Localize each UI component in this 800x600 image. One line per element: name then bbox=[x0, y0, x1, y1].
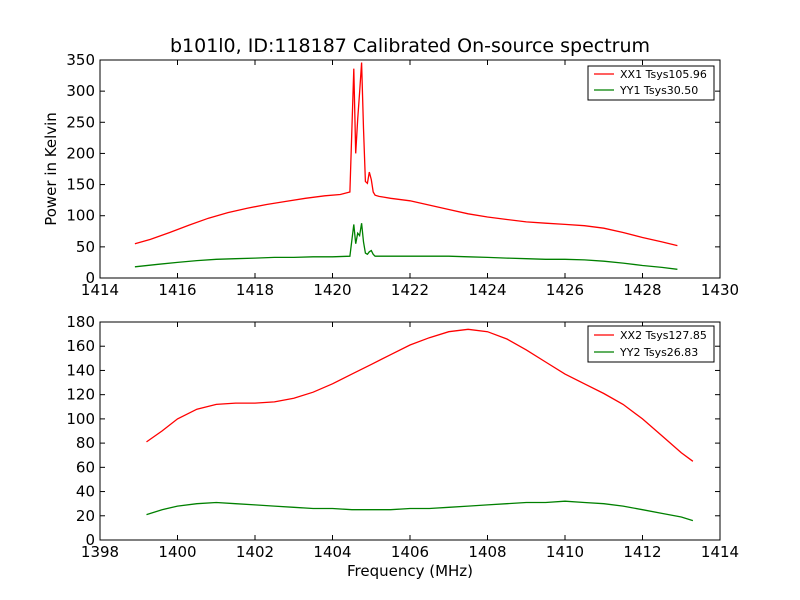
top-legend-label-xx1: XX1 Tsys105.96 bbox=[620, 68, 707, 81]
bottom-series-layer bbox=[146, 328, 694, 522]
top-x-tick-label: 1424 bbox=[468, 281, 506, 299]
bottom-legend-label-yy2: YY2 Tsys26.83 bbox=[619, 346, 698, 359]
top-x-tick-label: 1416 bbox=[158, 281, 196, 299]
bottom-series-line-2 bbox=[146, 500, 694, 522]
top-series-line-1 bbox=[134, 62, 678, 247]
bottom-y-tick-label: 60 bbox=[76, 458, 95, 476]
bottom-legend: XX2 Tsys127.85 YY2 Tsys26.83 bbox=[587, 325, 715, 363]
bottom-y-tick-label: 160 bbox=[66, 337, 95, 355]
top-y-axis-label: Power in Kelvin bbox=[42, 112, 60, 226]
top-y-tick-label: 0 bbox=[85, 269, 95, 287]
top-x-tick-label: 1428 bbox=[623, 281, 661, 299]
top-legend-box bbox=[587, 65, 715, 101]
bottom-x-axis-label: Frequency (MHz) bbox=[347, 562, 473, 580]
bottom-legend-label-xx2: XX2 Tsys127.85 bbox=[620, 329, 707, 342]
top-y-tick-label: 250 bbox=[66, 113, 95, 131]
top-axes-frame bbox=[99, 59, 721, 279]
top-y-tick-label: 350 bbox=[66, 51, 95, 69]
bottom-y-tick-label: 100 bbox=[66, 410, 95, 428]
top-y-tick-label: 200 bbox=[66, 144, 95, 162]
bottom-series-line-1 bbox=[146, 328, 694, 462]
top-y-tick-label: 150 bbox=[66, 176, 95, 194]
bottom-legend-box bbox=[587, 325, 715, 363]
top-subplot: 1414 1416 1418 1420 1422 1424 1426 1428 1430 0 50 1… bbox=[42, 51, 739, 299]
bottom-x-tick-label: 1398 bbox=[81, 543, 119, 561]
top-x-tick-label: 1418 bbox=[236, 281, 274, 299]
bottom-y-tick-label: 40 bbox=[76, 483, 95, 501]
top-y-tick-label: 300 bbox=[66, 82, 95, 100]
bottom-y-tick-label: 20 bbox=[76, 507, 95, 525]
bottom-y-tick-label: 120 bbox=[66, 386, 95, 404]
bottom-x-tick-label: 1400 bbox=[158, 543, 196, 561]
bottom-x-tick-label: 1406 bbox=[391, 543, 429, 561]
bottom-y-tick-label: 180 bbox=[66, 313, 95, 331]
top-legend: XX1 Tsys105.96 YY1 Tsys30.50 bbox=[587, 65, 715, 101]
bottom-x-tick-label: 1402 bbox=[236, 543, 274, 561]
bottom-subplot: 1398 1400 1402 1404 1406 1408 1410 1412 1414 0 20 4… bbox=[66, 313, 739, 580]
top-legend-label-yy1: YY1 Tsys30.50 bbox=[619, 84, 698, 97]
top-series-line-2 bbox=[134, 223, 678, 270]
bottom-x-tick-label: 1408 bbox=[468, 543, 506, 561]
bottom-x-tick-label: 1414 bbox=[701, 543, 739, 561]
top-y-tick-label: 50 bbox=[76, 238, 95, 256]
bottom-x-tick-label: 1404 bbox=[313, 543, 351, 561]
chart-title: b101l0, ID:118187 Calibrated On-source s… bbox=[170, 35, 650, 57]
top-y-tick-label: 100 bbox=[66, 207, 95, 225]
bottom-y-tick-label: 140 bbox=[66, 361, 95, 379]
top-x-tick-label: 1426 bbox=[546, 281, 584, 299]
bottom-axes-frame bbox=[99, 321, 721, 541]
bottom-y-tick-label: 80 bbox=[76, 434, 95, 452]
bottom-x-tick-label: 1410 bbox=[546, 543, 584, 561]
top-x-tick-label: 1430 bbox=[701, 281, 739, 299]
bottom-x-tick-label: 1412 bbox=[623, 543, 661, 561]
top-ticks-layer: 1414 1416 1418 1420 1422 1424 1426 1428 1430 0 50 1… bbox=[66, 51, 739, 299]
bottom-ticks-layer: 1398 1400 1402 1404 1406 1408 1410 1412 1414 0 20 4… bbox=[66, 313, 739, 561]
top-x-tick-label: 1420 bbox=[313, 281, 351, 299]
top-x-tick-label: 1414 bbox=[81, 281, 119, 299]
top-series-layer bbox=[134, 62, 678, 270]
bottom-y-tick-label: 0 bbox=[85, 531, 95, 549]
top-x-tick-label: 1422 bbox=[391, 281, 429, 299]
